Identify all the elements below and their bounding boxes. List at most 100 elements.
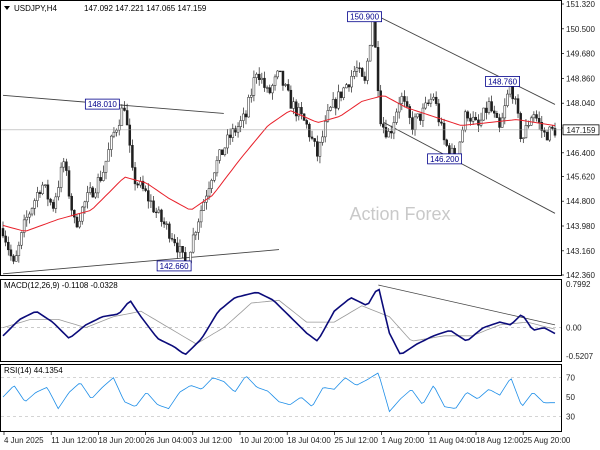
trendline-channel-upper — [372, 13, 556, 105]
candle-body — [284, 84, 287, 86]
price-annotations: 150.900 148.760 148.010 146.200 142.660 — [84, 11, 520, 272]
candle-body — [51, 202, 55, 209]
candle-body — [244, 113, 248, 118]
candle-body — [294, 101, 298, 117]
macd-title: MACD(12,26,9) -0.1108 -0.0328 — [4, 281, 118, 290]
candle-body — [36, 192, 39, 201]
candle-body — [152, 200, 155, 213]
candle-body — [384, 127, 388, 138]
candle-body — [389, 131, 393, 134]
candle-body — [83, 201, 87, 208]
candle-body — [305, 120, 308, 125]
macd-lines — [1, 284, 561, 356]
price-tick-label: 148.860 — [566, 74, 595, 83]
candle-body — [239, 120, 242, 127]
rsi-axis: 70 50 30 — [566, 374, 575, 422]
candle-body — [131, 145, 134, 168]
annotation-label: 148.010 — [88, 100, 117, 109]
candle-body — [107, 149, 110, 162]
candle-body — [207, 188, 211, 197]
candle-body — [57, 187, 60, 198]
candle-body — [334, 99, 338, 109]
candle-body — [255, 73, 258, 78]
candle-body — [416, 113, 419, 118]
time-tick-label: 18 Aug 12:00 — [476, 436, 524, 445]
candle-body — [482, 107, 485, 121]
candle-body — [490, 101, 493, 112]
candle-body — [220, 149, 224, 156]
candle-body — [250, 95, 253, 98]
candle-body — [144, 188, 147, 191]
signal-polyline — [2, 299, 556, 345]
candle-body — [263, 77, 266, 88]
candle-body — [387, 131, 390, 138]
candle-body — [168, 223, 171, 239]
candle-body — [115, 129, 118, 133]
candle-body — [102, 172, 105, 181]
ema-line — [1, 95, 561, 232]
candle-body — [403, 96, 406, 102]
candle-body — [527, 125, 530, 127]
candle-body — [94, 192, 97, 198]
dropdown-triangle-icon[interactable] — [4, 6, 10, 10]
candle-body — [424, 102, 427, 109]
candle-body — [28, 213, 31, 218]
price-tick-label: 143.160 — [566, 247, 595, 256]
candle-body — [519, 113, 522, 140]
candle-body — [440, 121, 443, 124]
candle-body — [226, 134, 229, 149]
candle-body — [329, 106, 332, 111]
candle-body — [355, 67, 359, 72]
candle-body — [371, 19, 375, 46]
candle-body — [350, 75, 353, 88]
candle-body — [162, 221, 166, 225]
candle-body — [479, 119, 483, 126]
candle-body — [218, 149, 221, 161]
candle-body — [17, 244, 21, 256]
time-tick-label: 1 Aug 20:00 — [382, 436, 425, 445]
candle-body — [537, 118, 541, 123]
candle-body — [173, 238, 176, 244]
candle-body — [160, 209, 163, 222]
candle-body — [44, 184, 47, 186]
current-price-label: 147.159 — [567, 126, 596, 135]
candle-body — [421, 107, 425, 121]
candle-body — [493, 110, 496, 114]
candle-body — [236, 126, 240, 133]
candle-body — [347, 84, 351, 88]
price-tick-label: 144.800 — [566, 197, 595, 206]
candle-body — [46, 184, 50, 200]
candle-body — [271, 85, 274, 94]
candle-body — [125, 110, 129, 126]
candle-body — [379, 90, 382, 125]
rsi-panel — [0, 364, 562, 432]
ohlc-values: 147.092 147.221 147.065 147.159 — [84, 4, 207, 13]
candle-body — [551, 126, 554, 129]
candle-body — [252, 77, 256, 96]
candle-body — [38, 192, 42, 194]
candle-body — [419, 113, 422, 121]
price-tick-label: 148.040 — [566, 99, 595, 108]
time-tick-label: 3 Jul 12:00 — [193, 436, 233, 445]
chart-header: USDJPY,H4 147.092 147.221 147.065 147.15… — [4, 4, 207, 13]
time-tick-label: 11 Aug 04:00 — [429, 436, 476, 445]
time-tick-label: 18 Jun 20:00 — [98, 436, 145, 445]
candle-body — [474, 116, 478, 121]
candle-body — [432, 96, 435, 100]
candle-body — [73, 209, 76, 218]
candle-body — [405, 101, 409, 107]
candle-body — [7, 241, 10, 251]
candle-body — [210, 180, 213, 189]
candle-body — [516, 98, 520, 114]
candle-body — [553, 128, 557, 136]
candle-body — [308, 123, 311, 138]
candle-body — [165, 223, 169, 225]
candle-body — [326, 110, 330, 122]
candle-body — [321, 136, 324, 143]
candle-body — [297, 107, 301, 117]
candle-body — [242, 113, 245, 121]
rsi-polyline — [2, 372, 555, 413]
candle-body — [14, 255, 18, 262]
candle-body — [136, 183, 139, 186]
